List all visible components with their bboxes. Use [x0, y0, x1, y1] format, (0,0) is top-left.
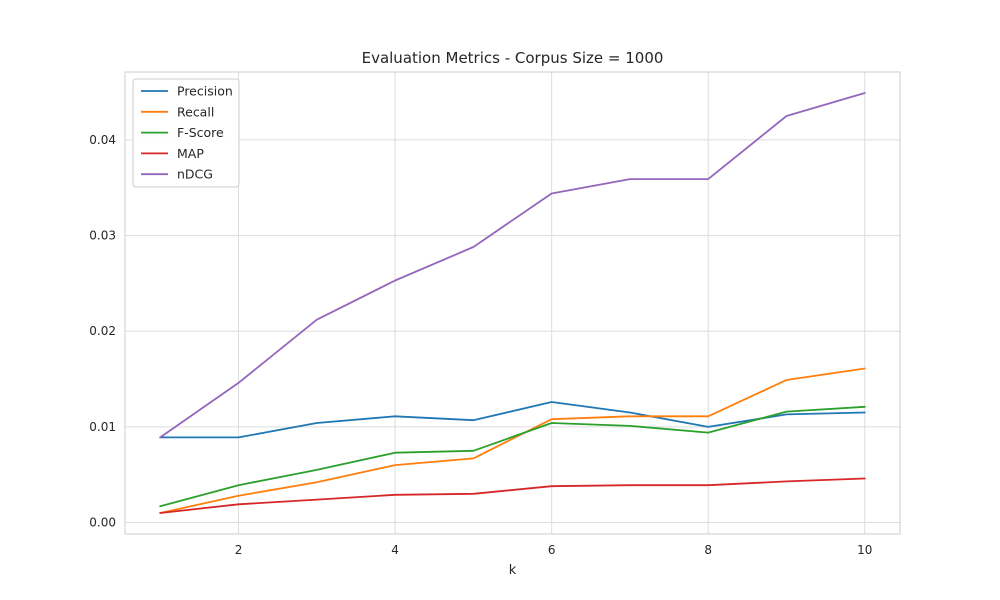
legend-label: Recall: [177, 104, 214, 119]
chart-title: Evaluation Metrics - Corpus Size = 1000: [362, 49, 664, 67]
x-tick-label: 4: [391, 543, 399, 557]
series-line-recall: [159, 367, 866, 514]
series-line-ndcg: [159, 92, 866, 439]
x-tick-label: 6: [548, 543, 556, 557]
series-line-precision: [159, 401, 866, 439]
y-tick-label: 0.03: [89, 229, 116, 243]
legend-box: [132, 78, 240, 188]
legend-label: F-Score: [177, 125, 224, 140]
y-tick-label: 0.02: [89, 324, 116, 338]
series-line-f-score: [159, 405, 866, 508]
y-tick-label: 0.04: [89, 133, 116, 147]
legend: Precision Recall F-Score MAP nDCG: [132, 78, 240, 188]
x-tick-label: 10: [857, 543, 872, 557]
y-tick-label: 0.01: [89, 420, 116, 434]
series-lines: [159, 92, 866, 514]
series-line-map: [159, 477, 866, 514]
x-axis-label: k: [509, 563, 517, 578]
legend-label: MAP: [177, 146, 204, 161]
legend-label: Precision: [177, 84, 233, 99]
x-tick-label: 8: [704, 543, 712, 557]
tick-labels: 2 4 6 8 10 0.00 0.01 0.02 0.03 0.04: [89, 133, 872, 557]
grid: [125, 72, 900, 534]
plot-area-frame: [124, 71, 901, 535]
y-tick-label: 0.00: [89, 516, 116, 530]
x-tick-label: 2: [235, 543, 243, 557]
legend-label: nDCG: [177, 167, 213, 182]
